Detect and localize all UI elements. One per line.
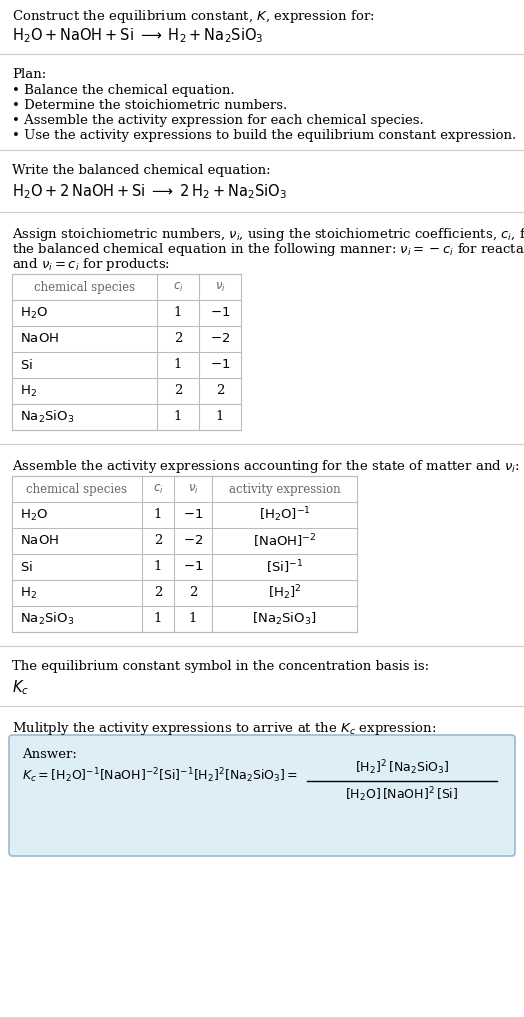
Text: $K_c$: $K_c$ [12,678,29,697]
Text: $[\mathrm{H_2}]^{2}$: $[\mathrm{H_2}]^{2}$ [268,584,301,602]
Text: Plan:: Plan: [12,68,46,81]
Text: 1: 1 [154,508,162,522]
Text: $-2$: $-2$ [210,333,230,346]
Text: $\mathrm{H_2O + 2\,NaOH + Si \;\longrightarrow\; 2\,H_2 + Na_2SiO_3}$: $\mathrm{H_2O + 2\,NaOH + Si \;\longrigh… [12,182,287,200]
Text: $[\mathrm{NaOH}]^{-2}$: $[\mathrm{NaOH}]^{-2}$ [253,532,316,550]
Text: $c_i$: $c_i$ [152,482,163,495]
Text: 2: 2 [154,535,162,547]
Text: $\nu_i$: $\nu_i$ [188,482,199,495]
Text: $\mathrm{Si}$: $\mathrm{Si}$ [20,358,33,372]
Text: activity expression: activity expression [228,482,340,495]
Text: Assign stoichiometric numbers, $\nu_i$, using the stoichiometric coefficients, $: Assign stoichiometric numbers, $\nu_i$, … [12,226,524,243]
Text: $-1$: $-1$ [183,560,203,574]
Text: $\mathrm{H_2}$: $\mathrm{H_2}$ [20,586,37,601]
Text: 1: 1 [154,560,162,574]
Text: $[\mathrm{Na_2SiO_3}]$: $[\mathrm{Na_2SiO_3}]$ [252,611,317,627]
Text: 2: 2 [174,384,182,398]
Text: 1: 1 [154,612,162,625]
Text: 1: 1 [174,359,182,371]
Text: $\mathrm{H_2}$: $\mathrm{H_2}$ [20,383,37,399]
Text: Answer:: Answer: [22,747,77,761]
Text: $\mathrm{Si}$: $\mathrm{Si}$ [20,560,33,574]
Text: the balanced chemical equation in the following manner: $\nu_i = -c_i$ for react: the balanced chemical equation in the fo… [12,241,524,258]
Text: $[\mathrm{H_2O}]^{-1}$: $[\mathrm{H_2O}]^{-1}$ [258,505,311,525]
Text: The equilibrium constant symbol in the concentration basis is:: The equilibrium constant symbol in the c… [12,660,429,673]
Text: • Balance the chemical equation.: • Balance the chemical equation. [12,84,235,97]
Text: • Determine the stoichiometric numbers.: • Determine the stoichiometric numbers. [12,99,287,112]
Text: $[\mathrm{H_2O}]\,[\mathrm{NaOH}]^{2}\,[\mathrm{Si}]$: $[\mathrm{H_2O}]\,[\mathrm{NaOH}]^{2}\,[… [345,786,458,804]
Text: $\mathrm{Na_2SiO_3}$: $\mathrm{Na_2SiO_3}$ [20,409,74,425]
Text: 2: 2 [174,333,182,346]
Text: $\mathrm{H_2O + NaOH + Si \;\longrightarrow\; H_2 + Na_2SiO_3}$: $\mathrm{H_2O + NaOH + Si \;\longrightar… [12,26,264,45]
Text: Construct the equilibrium constant, $K$, expression for:: Construct the equilibrium constant, $K$,… [12,8,375,25]
Text: $\mathrm{NaOH}$: $\mathrm{NaOH}$ [20,333,59,346]
Text: $K_c = [\mathrm{H_2O}]^{-1}[\mathrm{NaOH}]^{-2}[\mathrm{Si}]^{-1}[\mathrm{H_2}]^: $K_c = [\mathrm{H_2O}]^{-1}[\mathrm{NaOH… [22,767,298,785]
Bar [12,476,357,632]
Text: 1: 1 [174,306,182,319]
Text: Assemble the activity expressions accounting for the state of matter and $\nu_i$: Assemble the activity expressions accoun… [12,458,520,475]
FancyBboxPatch shape [9,735,515,856]
Text: chemical species: chemical species [34,281,135,294]
Text: $[\mathrm{H_2}]^{2}\,[\mathrm{Na_2SiO_3}]$: $[\mathrm{H_2}]^{2}\,[\mathrm{Na_2SiO_3}… [355,759,449,777]
Text: • Assemble the activity expression for each chemical species.: • Assemble the activity expression for e… [12,114,424,127]
Text: $\mathrm{Na_2SiO_3}$: $\mathrm{Na_2SiO_3}$ [20,611,74,627]
Text: 2: 2 [216,384,224,398]
Text: 1: 1 [189,612,197,625]
Text: • Use the activity expressions to build the equilibrium constant expression.: • Use the activity expressions to build … [12,129,516,142]
Text: $-2$: $-2$ [183,535,203,547]
Text: Write the balanced chemical equation:: Write the balanced chemical equation: [12,164,270,177]
Text: 1: 1 [216,411,224,423]
Text: $\mathrm{H_2O}$: $\mathrm{H_2O}$ [20,305,48,320]
Text: $\mathrm{H_2O}$: $\mathrm{H_2O}$ [20,507,48,523]
Text: 2: 2 [154,587,162,599]
Text: $\mathrm{NaOH}$: $\mathrm{NaOH}$ [20,535,59,547]
Text: Mulitply the activity expressions to arrive at the $K_c$ expression:: Mulitply the activity expressions to arr… [12,720,436,737]
Text: 1: 1 [174,411,182,423]
Text: 2: 2 [189,587,197,599]
Text: $\nu_i$: $\nu_i$ [215,281,225,294]
Text: chemical species: chemical species [26,482,127,495]
Text: $-1$: $-1$ [210,306,230,319]
Text: $-1$: $-1$ [210,359,230,371]
Bar [12,274,241,430]
Text: $c_i$: $c_i$ [172,281,183,294]
Text: $[\mathrm{Si}]^{-1}$: $[\mathrm{Si}]^{-1}$ [266,558,303,576]
Text: and $\nu_i = c_i$ for products:: and $\nu_i = c_i$ for products: [12,256,170,273]
Text: $-1$: $-1$ [183,508,203,522]
